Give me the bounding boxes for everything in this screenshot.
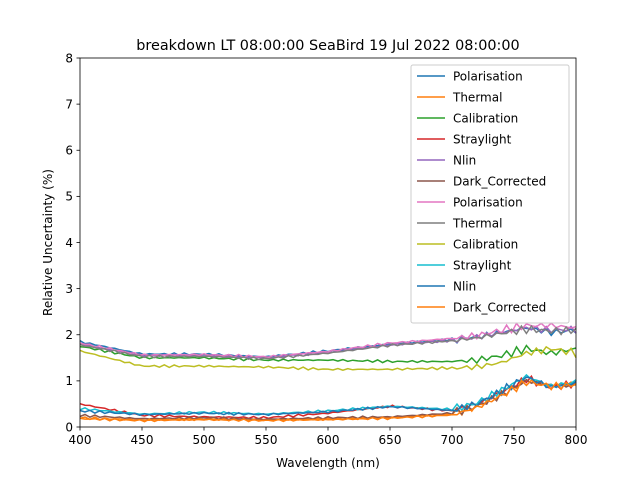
x-tick-label: 750 (503, 433, 526, 447)
y-tick-label: 0 (65, 420, 73, 434)
series-line-9 (79, 345, 577, 371)
x-tick-label: 600 (317, 433, 340, 447)
legend-label: Thermal (452, 216, 502, 230)
x-tick-label: 400 (69, 433, 92, 447)
legend-label: Polarisation (453, 195, 523, 209)
y-tick-label: 8 (65, 51, 73, 65)
y-tick-label: 4 (65, 236, 73, 250)
legend-label: Polarisation (453, 69, 523, 83)
x-tick-label: 700 (441, 433, 464, 447)
y-tick-label: 7 (65, 97, 73, 111)
legend-label: Nlin (453, 153, 476, 167)
chart-title: breakdown LT 08:00:00 SeaBird 19 Jul 202… (136, 38, 519, 54)
legend-label: Thermal (452, 90, 502, 104)
series-line-3 (79, 344, 577, 365)
legend-label: Straylight (453, 132, 512, 146)
y-axis: 0 1 2 3 4 5 6 7 8 (65, 51, 80, 434)
series-line-12 (79, 379, 577, 423)
series-line-11 (79, 376, 577, 417)
legend-label: Calibration (453, 111, 518, 125)
x-tick-label: 650 (379, 433, 402, 447)
legend-box (410, 64, 570, 324)
y-tick-label: 1 (65, 374, 73, 388)
y-tick-label: 5 (65, 190, 73, 204)
y-tick-label: 3 (65, 282, 73, 296)
y-axis-label: Relative Uncertainty (%) (41, 169, 55, 316)
legend-label: Calibration (453, 237, 518, 251)
x-tick-label: 550 (255, 433, 278, 447)
x-tick-label: 500 (193, 433, 216, 447)
legend-label: Nlin (453, 279, 476, 293)
x-tick-label: 450 (131, 433, 154, 447)
x-axis: 400 450 500 550 600 650 700 750 800 (69, 427, 588, 447)
y-tick-label: 2 (65, 328, 73, 342)
series-line-8 (79, 324, 577, 361)
y-tick-label: 6 (65, 144, 73, 158)
x-axis-label: Wavelength (nm) (276, 456, 380, 470)
series-line-6 (79, 378, 577, 421)
series-line-7 (79, 322, 577, 359)
x-tick-label: 800 (565, 433, 588, 447)
legend-label: Straylight (453, 258, 512, 272)
legend: Polarisation Thermal Calibration Straylight… (410, 64, 570, 324)
legend-label: Dark_Corrected (453, 174, 546, 188)
series-lines (79, 322, 577, 423)
legend-label: Dark_Corrected (453, 300, 546, 314)
